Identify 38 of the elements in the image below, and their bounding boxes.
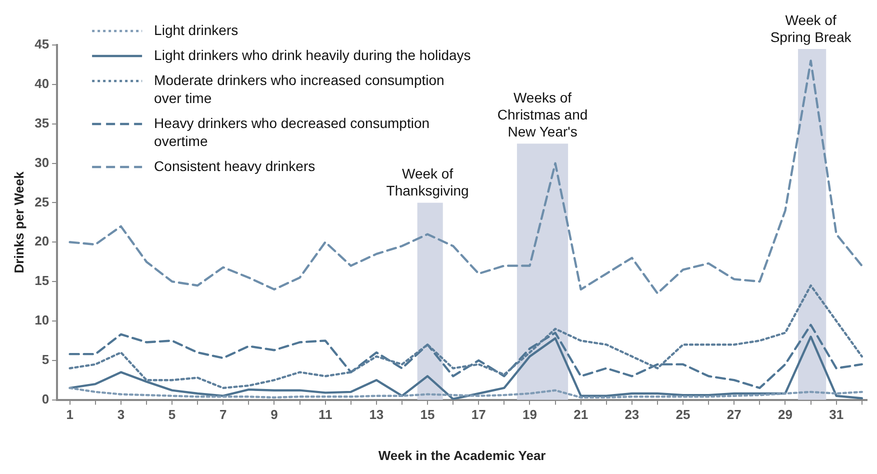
legend-label: Light drinkers who drink heavily during the holidays — [154, 46, 471, 63]
x-tick-label: 3 — [117, 407, 125, 422]
y-tick-label: 20 — [34, 234, 50, 249]
y-tick-label: 0 — [42, 391, 50, 406]
x-tick-label: 27 — [726, 407, 742, 422]
legend-label: Moderate drinkers who increased consumption over time — [154, 72, 444, 106]
x-tick-label: 7 — [220, 407, 227, 422]
y-tick-label: 45 — [34, 36, 50, 52]
y-tick-label: 35 — [34, 115, 50, 130]
x-tick-label: 9 — [270, 407, 278, 422]
y-tick-label: 25 — [34, 194, 50, 210]
annotation: Week of Spring Break — [770, 12, 852, 45]
x-tick-label: 25 — [676, 407, 690, 422]
x-tick-label: 31 — [829, 407, 844, 422]
x-tick-label: 29 — [778, 407, 792, 422]
x-tick-label: 15 — [420, 407, 435, 422]
y-tick-label: 30 — [34, 154, 50, 170]
x-tick-label: 1 — [66, 407, 74, 422]
legend-label: Heavy drinkers who decreased consumption overtime — [154, 114, 430, 149]
x-tick-label: 13 — [369, 407, 384, 422]
line-series — [68, 284, 863, 390]
y-tick-label: 15 — [34, 273, 50, 288]
x-tick-label: 17 — [471, 407, 486, 422]
line-series — [68, 386, 863, 399]
x-tick-label: 21 — [574, 407, 588, 422]
y-tick-label: 5 — [42, 352, 50, 367]
y-tick-label: 10 — [34, 312, 50, 328]
y-tick-label: 40 — [34, 76, 50, 91]
annotation: Weeks of Christmas and New Year's — [497, 89, 588, 140]
legend-label: Consistent heavy drinkers — [154, 158, 316, 174]
x-tick-label: 23 — [624, 407, 640, 422]
x-axis-title: Week in the Academic Year — [378, 448, 546, 463]
x-tick-label: 5 — [168, 407, 176, 422]
annotation: Week of Thanksgiving — [386, 166, 469, 199]
x-tick-label: 19 — [522, 407, 537, 422]
y-axis-title: Drinks per Week — [11, 170, 26, 274]
x-tick-label: 11 — [318, 407, 332, 422]
legend-label: Light drinkers — [154, 22, 238, 38]
